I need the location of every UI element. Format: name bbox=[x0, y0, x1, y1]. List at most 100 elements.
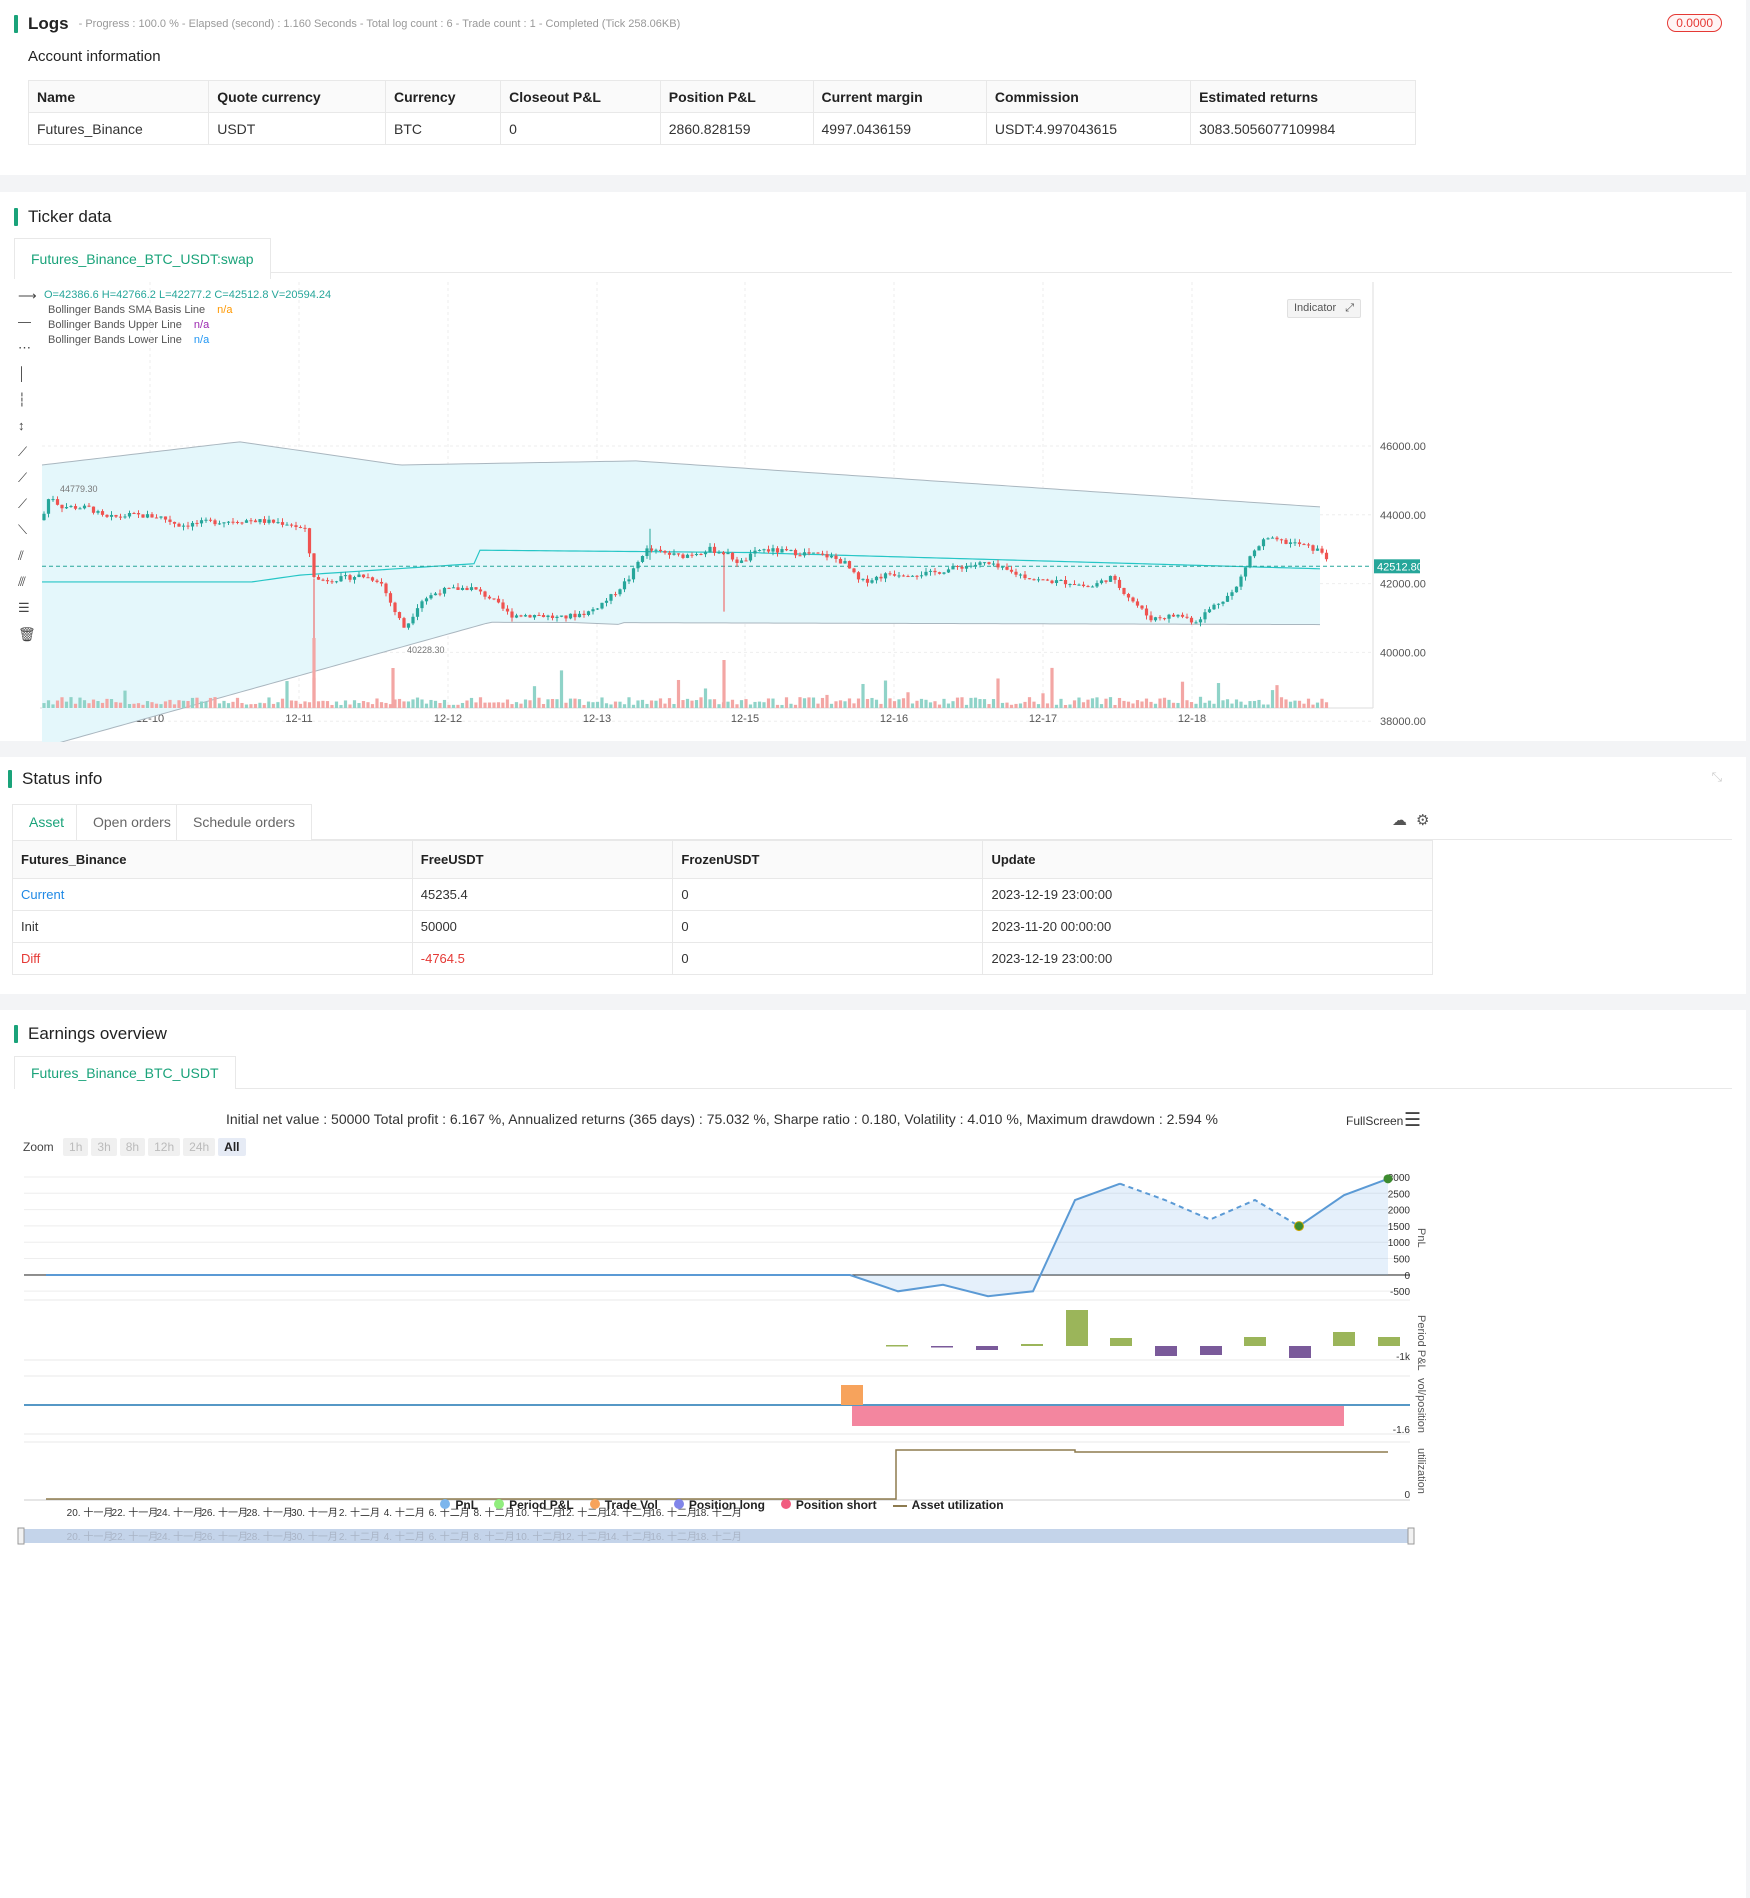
candle-body bbox=[208, 519, 213, 521]
tab-open-orders[interactable]: Open orders bbox=[76, 804, 188, 840]
date-tick: 26. 十一月 bbox=[201, 1506, 248, 1519]
zoom-button-8h[interactable]: 8h bbox=[119, 1138, 146, 1156]
volume-bar bbox=[1261, 704, 1266, 708]
legend-item[interactable]: Position long bbox=[673, 1498, 765, 1512]
zoom-button-3h[interactable]: 3h bbox=[91, 1138, 117, 1156]
candle-body bbox=[1059, 580, 1063, 582]
candle-body bbox=[397, 612, 402, 619]
volume-bar bbox=[379, 702, 384, 708]
volume-bar bbox=[132, 703, 136, 708]
util-tick: 0 bbox=[1404, 1490, 1410, 1501]
parallel-line-icon[interactable]: ⫽ bbox=[18, 548, 24, 563]
candle-body bbox=[204, 519, 208, 521]
zoom-button-all[interactable]: All bbox=[218, 1138, 246, 1156]
legend-item[interactable]: Period P&L bbox=[494, 1498, 574, 1512]
volume-bar bbox=[1153, 703, 1158, 708]
expand-icon: ⤢ bbox=[1345, 302, 1355, 314]
asset-update: 2023-12-19 23:00:00 bbox=[982, 878, 1433, 911]
volume-bar bbox=[694, 700, 699, 708]
candle-body bbox=[1315, 548, 1320, 551]
candle-body bbox=[519, 615, 523, 617]
fibonacci-line-icon[interactable]: ⫻ bbox=[18, 574, 26, 589]
legend-item[interactable]: Asset utilization bbox=[892, 1498, 1004, 1512]
candlestick-chart[interactable]: 46000.00 44000.00 42000.00 40000.00 38000.00… bbox=[0, 282, 1430, 742]
candle-body bbox=[465, 587, 469, 591]
navigator-left-handle[interactable] bbox=[17, 1527, 25, 1545]
volume-bar bbox=[64, 701, 69, 708]
indicator-legend-item: Bollinger Bands SMA Basis Line n/a bbox=[48, 303, 232, 318]
legend-item[interactable]: Trade Vol bbox=[589, 1498, 658, 1512]
price-line-icon[interactable]: ⟍ bbox=[18, 522, 28, 537]
volume-bar bbox=[199, 701, 204, 708]
candle-body bbox=[195, 522, 199, 524]
vertical-ray-icon[interactable]: │ bbox=[18, 366, 27, 381]
volume-bar bbox=[1239, 701, 1243, 708]
segment-line-icon[interactable]: ⟋ bbox=[18, 496, 28, 511]
volume-bar bbox=[744, 699, 748, 708]
legend-marker-icon bbox=[780, 1499, 791, 1509]
tab-schedule-orders[interactable]: Schedule orders bbox=[176, 804, 312, 840]
vol-tick: -1.6 bbox=[1393, 1425, 1411, 1436]
navigator-date-tick: 24. 十一月 bbox=[156, 1530, 203, 1543]
candle-body bbox=[1068, 584, 1072, 586]
volume-bar bbox=[735, 704, 739, 708]
navigator-date-tick: 12. 十二月 bbox=[561, 1530, 608, 1543]
volume-bar bbox=[1194, 703, 1198, 708]
candle-body bbox=[154, 517, 159, 519]
fullscreen-button[interactable]: FullScreen bbox=[1346, 1114, 1404, 1128]
ray-line-icon[interactable]: ⟋ bbox=[18, 470, 28, 485]
zoom-button-12h[interactable]: 12h bbox=[148, 1138, 181, 1156]
tab-asset[interactable]: Asset bbox=[12, 804, 82, 840]
volume-bar bbox=[190, 697, 195, 708]
vertical-line-icon[interactable]: ┆ bbox=[18, 392, 26, 407]
zoom-button-24h[interactable]: 24h bbox=[183, 1138, 216, 1156]
menu-icon[interactable]: ☰ bbox=[1404, 1110, 1422, 1131]
earnings-chart[interactable]: 3000 2500 2000 1500 1000 500 0 -500 PnL -1k Period… bbox=[0, 1160, 1444, 1560]
zoom-button-1h[interactable]: 1h bbox=[63, 1138, 89, 1156]
candle-body bbox=[240, 522, 244, 524]
date-tick: 22. 十一月 bbox=[112, 1506, 159, 1519]
legend-marker-icon bbox=[673, 1499, 684, 1509]
candle-body bbox=[1140, 605, 1144, 609]
navigator-date-tick: 28. 十一月 bbox=[246, 1530, 293, 1543]
candle-body bbox=[177, 523, 181, 527]
legend-item[interactable]: PnL bbox=[440, 1498, 478, 1512]
vertical-segment-icon[interactable]: ↕ bbox=[18, 418, 25, 433]
horizontal-lines-icon[interactable]: ☰ bbox=[18, 600, 30, 615]
candle-body bbox=[600, 602, 604, 609]
ohlc-readout: O=42386.6 H=42766.2 L=42277.2 C=42512.8 … bbox=[44, 289, 332, 301]
legend-item[interactable]: Position short bbox=[780, 1498, 877, 1512]
candle-body bbox=[802, 552, 807, 556]
volume-bar bbox=[636, 700, 640, 708]
candle-body bbox=[82, 505, 87, 509]
tab-earnings-symbol[interactable]: Futures_Binance_BTC_USDT bbox=[14, 1056, 236, 1089]
indicator-button[interactable]: Indicator ⤢ bbox=[1287, 299, 1362, 318]
candle-body bbox=[1117, 579, 1122, 588]
settings-icon[interactable]: ⚙ bbox=[1416, 812, 1430, 829]
candle-body bbox=[577, 613, 582, 618]
account-header: Position P&L bbox=[659, 80, 814, 113]
candle-body bbox=[1230, 592, 1234, 596]
candle-body bbox=[384, 583, 388, 594]
candle-body bbox=[501, 602, 505, 609]
date-tick: 10. 十二月 bbox=[516, 1506, 563, 1519]
navigator-track[interactable] bbox=[20, 1529, 1414, 1543]
volume-bar bbox=[618, 701, 622, 708]
tab-ticker-symbol[interactable]: Futures_Binance_BTC_USDT:swap bbox=[14, 238, 271, 279]
horizontal-ray-icon[interactable]: ⟶ bbox=[18, 288, 37, 303]
candle-body bbox=[1221, 601, 1225, 604]
horizontal-line-icon[interactable]: — bbox=[18, 314, 31, 329]
trash-icon[interactable]: 🗑 bbox=[18, 626, 36, 642]
collapse-icon[interactable]: ⤡ bbox=[1711, 769, 1722, 784]
trend-line-icon[interactable]: ⟋ bbox=[18, 444, 28, 459]
volume-bar bbox=[1171, 702, 1176, 708]
candle-body bbox=[784, 549, 789, 551]
navigator-right-handle[interactable] bbox=[1407, 1527, 1415, 1545]
volume-bar bbox=[483, 702, 487, 708]
candle-body bbox=[546, 615, 550, 618]
horizontal-segment-icon[interactable]: ⋯ bbox=[18, 340, 31, 355]
candle-body bbox=[78, 508, 82, 510]
asset-free: -4764.5 bbox=[411, 942, 674, 975]
download-icon[interactable]: ☁ bbox=[1392, 812, 1407, 829]
